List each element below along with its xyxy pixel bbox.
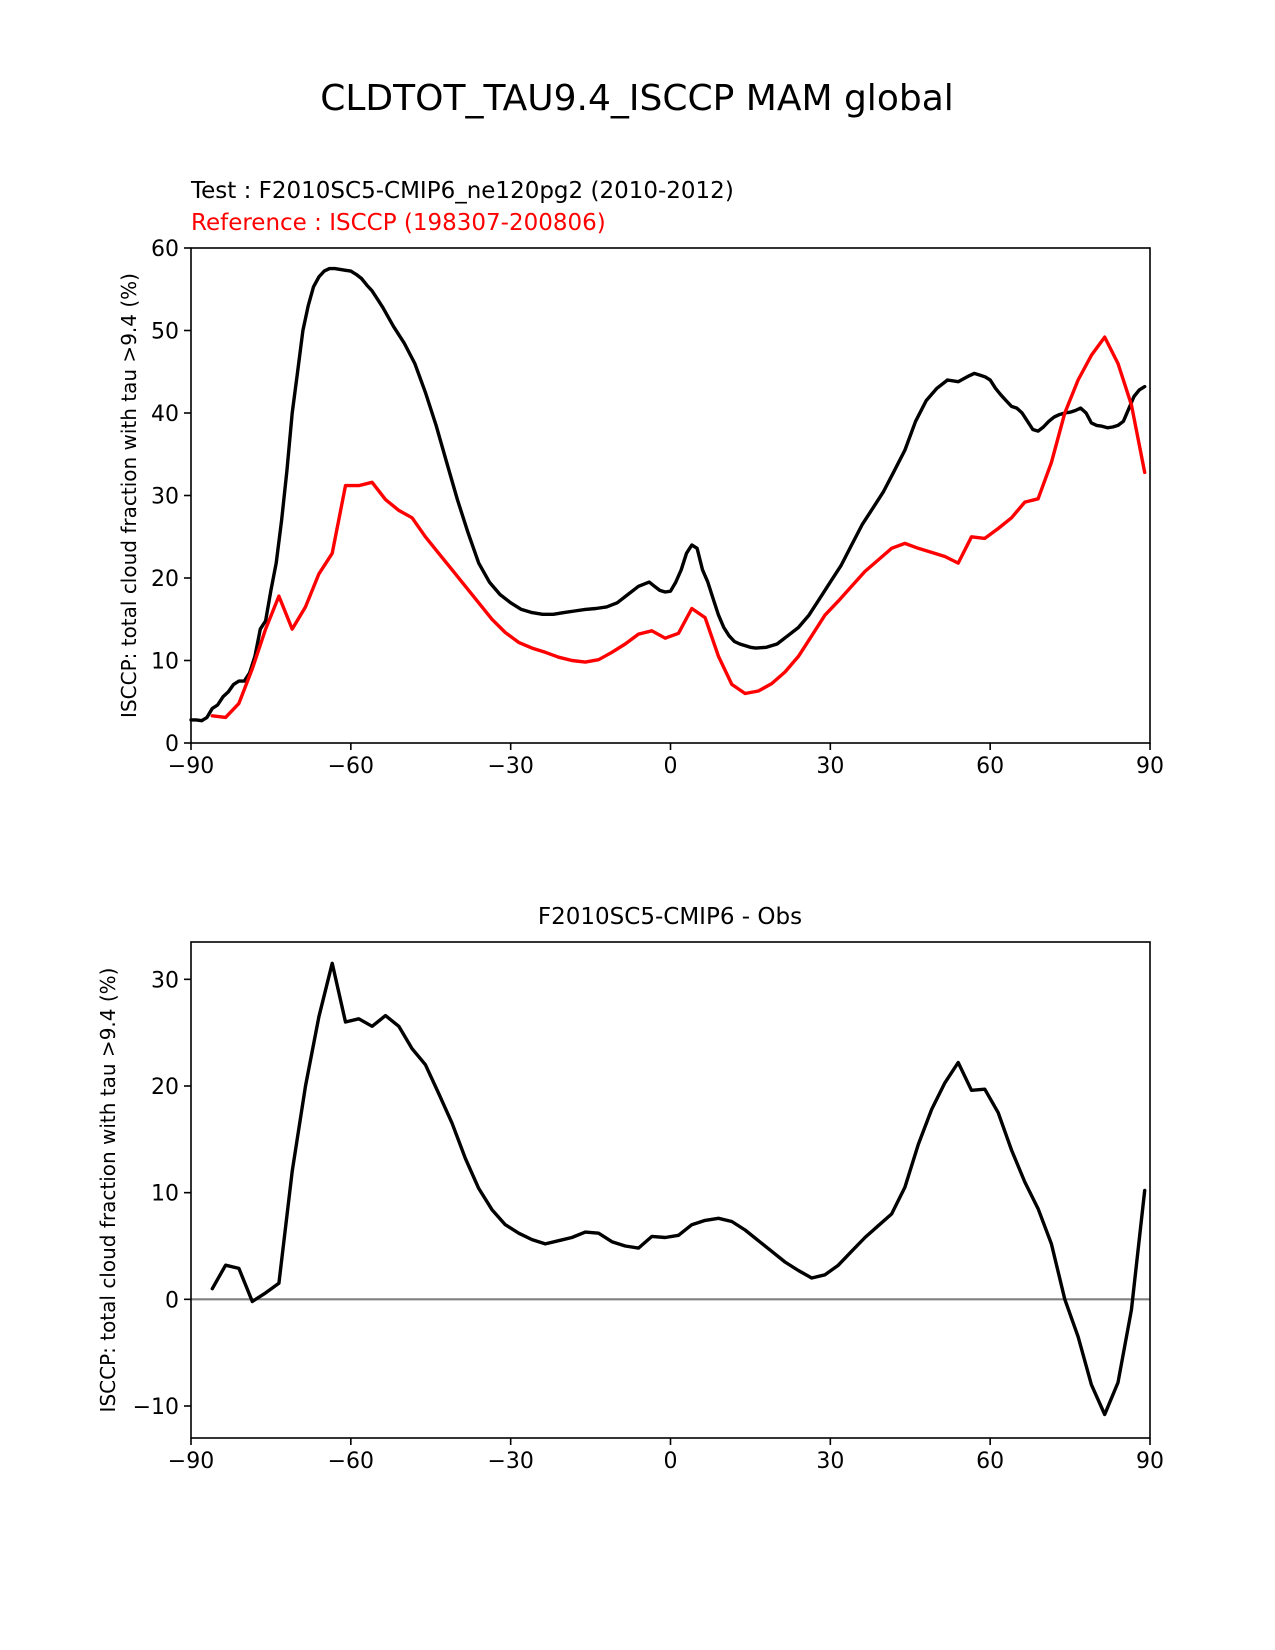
y-tick-label: 50 (151, 320, 179, 345)
y-tick-label: 30 (151, 485, 179, 510)
y-tick-label: −10 (133, 1395, 179, 1420)
x-tick-label: 0 (664, 1449, 678, 1474)
x-tick-label: −30 (487, 754, 533, 779)
series-line-reference (210, 335, 1147, 720)
axes-frame (190, 247, 1151, 744)
x-tick-label: −60 (328, 1449, 374, 1474)
x-tick-label: −30 (487, 1449, 533, 1474)
x-tick-label: 30 (816, 754, 844, 779)
y-tick-label: 10 (151, 1182, 179, 1207)
difference-panel: −90 −60 −30 0 30 60 90 −10 0 10 20 30 ISCCP: total c… (96, 941, 1164, 1474)
figure-suptitle: CLDTOT_TAU9.4_ISCCP MAM global (320, 78, 954, 119)
x-tick-label: 60 (976, 1449, 1004, 1474)
x-tick-label: 90 (1136, 754, 1164, 779)
y-tick-label: 0 (165, 732, 179, 757)
reference-label: Reference : ISCCP (198307-200806) (191, 210, 606, 236)
y-tick-label: 40 (151, 402, 179, 427)
x-tick-label: −90 (168, 754, 214, 779)
series-line-f2010sc5-cmip6-obs (210, 961, 1147, 1417)
x-tick-label: 0 (664, 754, 678, 779)
x-tick-label: 90 (1136, 1449, 1164, 1474)
test-label: Test : F2010SC5-CMIP6_ne120pg2 (2010-201… (190, 178, 734, 204)
x-tick-label: −60 (328, 754, 374, 779)
x-tick-label: 60 (976, 754, 1004, 779)
comparison-panel: −90 −60 −30 0 30 60 90 0 10 20 30 40 50 60 ISCCP: tota… (117, 237, 1164, 779)
y-tick-label: 10 (151, 650, 179, 675)
y-tick-label: 0 (165, 1288, 179, 1313)
y-tick-label: 20 (151, 1075, 179, 1100)
y-axis-label: ISCCP: total cloud fraction with tau >9.… (96, 968, 120, 1413)
y-tick-label: 30 (151, 968, 179, 993)
x-tick-label: −90 (168, 1449, 214, 1474)
y-axis-label: ISCCP: total cloud fraction with tau >9.… (117, 273, 141, 718)
axes-frame (190, 941, 1151, 1439)
difference-panel-title: F2010SC5-CMIP6 - Obs (538, 904, 802, 930)
x-tick-label: 30 (816, 1449, 844, 1474)
y-tick-label: 60 (151, 237, 179, 262)
series-line-test (189, 266, 1147, 723)
y-tick-label: 20 (151, 567, 179, 592)
